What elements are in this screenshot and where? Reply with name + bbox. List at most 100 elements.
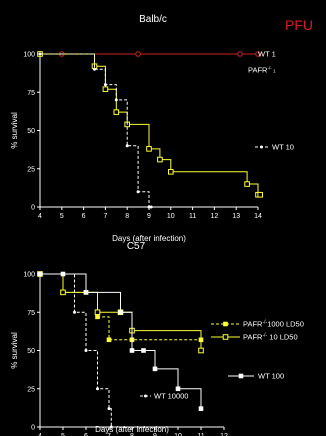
y-tick-label: 50: [27, 128, 35, 135]
x-tick-label: 10: [167, 213, 175, 220]
chart-balbc: Balb/c 0 25 50 75 100 4 5 6 7 8 9 10 11 12 13 14 Days (af…: [10, 14, 294, 243]
data-point: [106, 337, 112, 343]
legend-suffix: 1000 LD50: [267, 320, 304, 329]
x-tick-label: 8: [130, 433, 134, 436]
data-point: [244, 181, 250, 187]
legend-suffix: 1: [272, 69, 276, 74]
legend-superscript: -/-: [262, 320, 267, 326]
y-tick-label: 0: [31, 425, 35, 432]
y-tick-label: 25: [27, 166, 35, 173]
data-point: [84, 349, 88, 352]
legend-marker-0: [237, 51, 243, 57]
data-point: [96, 387, 99, 391]
legend-marker-2: [260, 145, 263, 149]
data-point: [118, 309, 123, 315]
legend-superscript: -/-: [262, 333, 267, 339]
y-tick-label: 75: [27, 310, 35, 317]
data-point: [146, 146, 152, 152]
data-point: [83, 290, 89, 295]
y-tick-label: 100: [23, 52, 35, 59]
x-tick-label: 7: [103, 213, 107, 220]
series-line-1: [40, 273, 202, 351]
pfu-label: PFU: [285, 17, 313, 33]
x-tick-label: 6: [82, 213, 86, 220]
data-point: [175, 386, 181, 392]
legend-base: PAFR: [243, 333, 263, 342]
x-tick-label: 5: [60, 213, 64, 220]
data-point: [109, 425, 113, 429]
data-point: [135, 51, 141, 57]
data-point: [93, 67, 96, 71]
data-point: [141, 348, 146, 353]
x-tick-label: 14: [254, 213, 262, 220]
x-tick-label: 7: [107, 433, 111, 436]
legend-marker-1: [222, 334, 229, 340]
data-point: [157, 156, 163, 163]
data-point: [125, 144, 129, 148]
y-axis-label: % survival: [10, 112, 19, 149]
x-tick-label: 9: [153, 433, 157, 436]
data-point: [255, 51, 261, 57]
data-point: [168, 169, 174, 175]
data-point: [107, 407, 111, 411]
y-tick-label: 50: [27, 348, 35, 355]
data-point: [114, 98, 118, 102]
data-point: [113, 109, 120, 115]
x-tick-label: 10: [174, 433, 182, 436]
legend-marker-2: [238, 373, 244, 379]
y-axis-label: % survival: [10, 332, 19, 369]
data-point: [152, 366, 158, 372]
y-tick-label: 25: [27, 386, 35, 393]
x-tick-label: 9: [147, 213, 151, 220]
x-tick-label: 13: [232, 213, 240, 220]
data-point: [198, 347, 204, 354]
y-tick-label: 0: [31, 205, 35, 212]
legend-label-2: WT 100: [258, 372, 284, 381]
data-point: [38, 52, 42, 56]
x-tick-label: 4: [38, 213, 42, 220]
data-point: [102, 86, 109, 92]
x-tick-label: 12: [220, 433, 228, 436]
y-tick-label: 75: [27, 90, 35, 97]
x-axis-label: Days (after infection): [112, 234, 186, 243]
legend-label-3: WT 10000: [154, 392, 188, 401]
legend-marker-3: [144, 394, 147, 398]
x-tick-label: 6: [84, 433, 88, 436]
data-point: [129, 348, 135, 353]
data-point: [136, 190, 140, 194]
data-point: [103, 83, 107, 87]
chart-title: Balb/c: [139, 14, 167, 25]
legend-base: PAFR: [243, 320, 263, 329]
data-point: [257, 191, 263, 198]
legend-superscript: -/-: [267, 66, 272, 71]
data-point: [95, 314, 100, 320]
series-line-3: [40, 273, 112, 427]
x-tick-label: 8: [125, 213, 129, 220]
x-tick-label: 5: [61, 433, 65, 436]
legend-base: PAFR: [248, 66, 268, 75]
data-point: [73, 310, 76, 314]
series-line-2: [40, 53, 152, 208]
data-point: [60, 289, 66, 296]
series-line-1: [40, 53, 261, 196]
legend-label-1: PAFR-/- 10 LD50: [243, 333, 298, 342]
x-tick-label: 12: [211, 213, 219, 220]
legend-label-2: WT 10: [272, 143, 294, 152]
x-axis-label: Days (after infection): [95, 425, 169, 434]
x-tick-label: 11: [189, 213, 196, 220]
data-point: [38, 272, 42, 276]
legend-marker-0: [223, 321, 228, 327]
chart-title: C57: [127, 241, 146, 252]
legend-suffix: 10 LD50: [267, 333, 297, 342]
data-point: [149, 205, 153, 209]
x-tick-label: 4: [38, 433, 42, 436]
legend-label-0: PAFR-/-1000 LD50: [243, 320, 304, 329]
chart-c57: C57 0 25 50 75 100 4 5 6 7 8 9 10 11 12 Days (after inf…: [10, 241, 304, 436]
data-point: [198, 406, 204, 411]
data-point: [147, 205, 151, 209]
legend-label-0: WT 1: [258, 50, 276, 59]
x-tick-label: 11: [197, 433, 204, 436]
legend-label-secondary: PAFR-/- 1: [248, 66, 276, 75]
data-point: [94, 309, 101, 316]
